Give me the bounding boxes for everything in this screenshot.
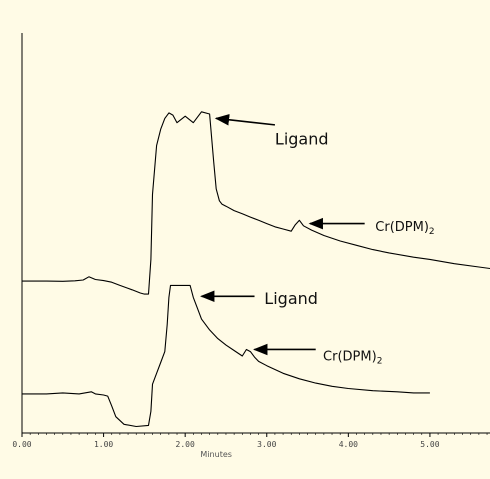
annotation-arrow xyxy=(214,114,276,126)
ann-cr-upper: Cr(DPM)2 xyxy=(308,217,435,237)
axes: 0.00 1.00 2.00 3.00 4.00 5.00 Minutes xyxy=(12,33,490,459)
annotations: Ligand Cr(DPM)2 Ligand Cr(DPM)2 xyxy=(200,114,435,366)
ann-ligand-lower: Ligand xyxy=(200,289,318,308)
ann-cr-lower: Cr(DPM)2 xyxy=(253,343,382,366)
x-tick-label: 5.00 xyxy=(420,440,439,449)
annotation-label: Cr(DPM)2 xyxy=(375,220,434,237)
x-axis-title: Minutes xyxy=(200,450,232,459)
x-tick-label: 4.00 xyxy=(339,440,358,449)
trace-lines xyxy=(22,111,490,428)
upper-trace xyxy=(22,111,490,295)
x-tick-label: 3.00 xyxy=(257,440,276,449)
annotation-label: Ligand xyxy=(264,289,318,308)
x-tick-label: 2.00 xyxy=(176,440,195,449)
annotation-subscript: 2 xyxy=(377,356,383,366)
x-tick-label: 0.00 xyxy=(12,440,31,449)
ann-ligand-upper: Ligand xyxy=(214,114,329,148)
annotation-label: Ligand xyxy=(275,129,329,148)
annotation-label: Cr(DPM)2 xyxy=(323,349,382,366)
x-tick-label: 1.00 xyxy=(94,440,113,449)
lower-trace xyxy=(22,284,430,428)
annotation-subscript: 2 xyxy=(429,227,435,237)
